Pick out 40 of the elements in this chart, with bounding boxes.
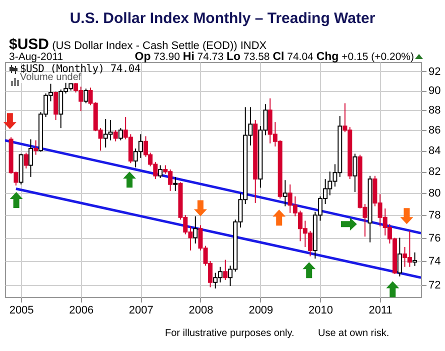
candlestick (173, 176, 178, 192)
candlestick (34, 140, 38, 156)
text: Use at own risk. (318, 328, 390, 339)
x-tick-label: 2007 (128, 304, 154, 316)
y-tick-label: 74 (428, 255, 441, 268)
text: For illustrative purposes only. (165, 328, 294, 339)
y-tick-label: 78 (428, 210, 441, 222)
x-tick-label: 2006 (69, 304, 94, 316)
y-tick-label: 80 (428, 188, 441, 200)
y-tick-label: 82 (428, 166, 441, 178)
y-tick-label: 72 (428, 279, 441, 292)
y-tick-label: 88 (428, 104, 441, 117)
x-tick-label: 2008 (188, 304, 214, 316)
x-tick-label: 2009 (248, 304, 274, 316)
candlestick (113, 130, 118, 142)
candlestick (223, 259, 228, 280)
annotation: 3-Aug-2011 (9, 51, 64, 63)
y-tick-label: 76 (428, 232, 441, 244)
candlestick (352, 153, 358, 193)
candlestick (118, 128, 123, 141)
y-tick-label: 92 (428, 66, 441, 78)
annotation: Volume undef (20, 72, 82, 83)
text: $USD (US Dollar Index - Cash Settle (EOD)) INDX (9, 36, 267, 53)
candlestick (158, 164, 163, 178)
candlestick (412, 252, 418, 266)
x-tick-label: 2010 (308, 304, 333, 316)
y-tick-label: 84 (428, 145, 441, 158)
candlestick (193, 216, 198, 244)
candlestick (397, 237, 402, 277)
candlestick (54, 91, 58, 121)
text: Op 73.90 Hi 74.73 Lo 73.58 Cl 74.04 Chg +0.15 (+0.20%) (134, 51, 414, 63)
y-tick-label: 90 (428, 85, 441, 98)
y-tick-label: 86 (428, 124, 441, 137)
candlestick (24, 152, 28, 169)
chart-title: U.S. Dollar Index Monthly – Treading Water (68, 10, 376, 27)
candlestick (282, 180, 288, 207)
x-tick-label: 2005 (9, 304, 34, 316)
candlestick (28, 138, 33, 178)
x-tick-label: 2011 (368, 304, 392, 316)
candlestick (84, 88, 88, 104)
